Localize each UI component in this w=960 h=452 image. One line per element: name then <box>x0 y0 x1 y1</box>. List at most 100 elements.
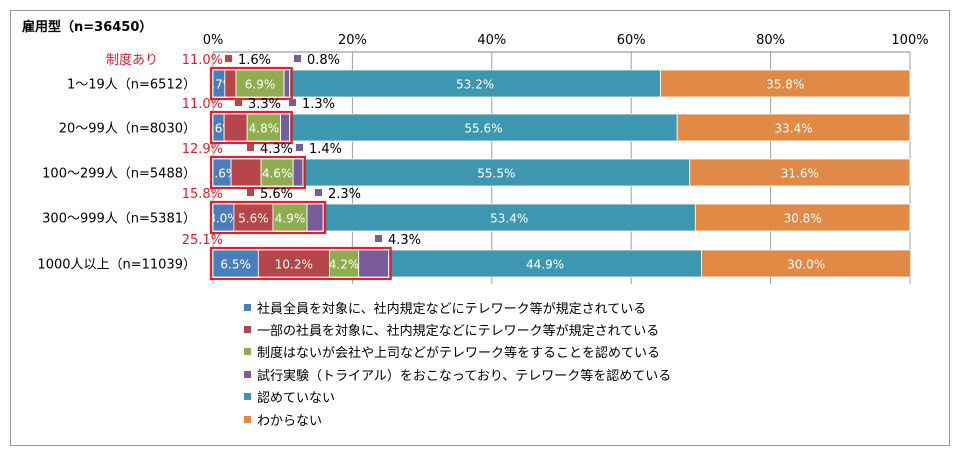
bar-segment <box>660 69 911 98</box>
x-tick-label: 20% <box>338 33 367 48</box>
bar-segment <box>223 113 248 142</box>
callout-label: 5.6% <box>260 187 293 202</box>
system-highlight-box <box>209 66 293 101</box>
data-label: 53.2% <box>456 78 494 92</box>
bar-segment <box>230 158 262 187</box>
data-label: 30.8% <box>784 212 822 226</box>
legend: 社員全員を対象に、社内規定などにテレワーク等が規定されている 一部の社員を対象に、… <box>244 296 671 430</box>
legend-label: 社員全員を対象に、社内規定などにテレワーク等が規定されている <box>257 301 647 317</box>
data-label: 35.8% <box>766 78 804 92</box>
bar-segment <box>224 69 237 98</box>
callout-label: 0.8% <box>307 53 340 68</box>
bar-segment <box>322 203 696 232</box>
system-highlight-box <box>209 110 293 145</box>
data-label: 4.9% <box>275 212 306 226</box>
bar-segment <box>292 158 304 187</box>
data-label: 4.2% <box>329 258 360 272</box>
data-label: 3.0% <box>208 212 239 226</box>
legend-item: わからない <box>244 408 671 430</box>
legend-item: 社員全員を対象に、社内規定などにテレワーク等が規定されている <box>244 296 671 318</box>
x-tick-label: 60% <box>617 33 646 48</box>
system-total-label: 25.1% <box>182 233 223 248</box>
bar-segment <box>289 113 678 142</box>
callout-marker <box>225 55 232 62</box>
callout-marker <box>247 144 254 151</box>
legend-swatch <box>244 303 251 311</box>
data-label: 44.9% <box>526 258 564 272</box>
legend-item: 認めていない <box>244 386 671 408</box>
bar-segment <box>689 158 911 187</box>
category-label: 1～19人（n=6512） <box>67 78 196 93</box>
system-highlight-box <box>209 246 392 281</box>
category-label: 1000人以上（n=11039） <box>37 258 196 273</box>
bar-segment <box>701 249 912 278</box>
bar-segment <box>306 203 324 232</box>
system-highlight-box <box>209 155 307 190</box>
bar-segment <box>302 158 691 187</box>
callout-marker <box>315 189 322 196</box>
callout-label: 4.3% <box>260 142 293 157</box>
x-tick-label: 80% <box>756 33 785 48</box>
x-tick-label: 0% <box>203 33 224 48</box>
callout-label: 1.3% <box>302 97 335 112</box>
bar-segment <box>358 249 390 278</box>
system-label: 制度あり <box>106 52 158 68</box>
legend-label: 一部の社員を対象に、社内規定などにテレワーク等が規定されている <box>257 324 660 340</box>
data-label: 5.6% <box>238 212 269 226</box>
legend-item: 制度はないが会社や上司などがテレワーク等をすることを認めている <box>244 341 671 363</box>
category-label: 20～99人（n=8030） <box>59 122 196 137</box>
system-total-label: 12.9% <box>182 142 223 157</box>
callout-label: 1.4% <box>309 142 342 157</box>
callout-label: 2.3% <box>328 187 361 202</box>
bar-segment <box>388 249 702 278</box>
category-label: 100～299人（n=5488） <box>42 167 196 182</box>
bar-segment <box>280 113 291 142</box>
data-label: 55.6% <box>464 122 502 136</box>
bar-segment <box>272 203 308 232</box>
data-label: 55.5% <box>477 167 515 181</box>
chart-title: 雇用型（n=36450） <box>22 20 153 35</box>
data-label: 6.9% <box>245 78 276 92</box>
system-highlight-box <box>209 200 327 235</box>
bar-segment <box>283 69 291 98</box>
legend-swatch <box>244 348 251 356</box>
callout-marker <box>289 99 296 106</box>
data-label: 6.5% <box>220 258 251 272</box>
system-total-label: 11.0% <box>182 53 223 68</box>
legend-label: 制度はないが会社や上司などがテレワーク等をすることを認めている <box>257 346 661 362</box>
bar-segment <box>676 113 911 142</box>
data-label: 4.8% <box>249 122 280 136</box>
bar-segment <box>212 249 259 278</box>
callout-marker <box>375 235 382 242</box>
data-label: 30.0% <box>787 258 825 272</box>
legend-label: わからない <box>257 413 323 429</box>
category-label: 300～999人（n=5381） <box>42 212 196 227</box>
data-label: 33.4% <box>775 122 813 136</box>
x-tick-label: 40% <box>477 33 506 48</box>
callout-label: 3.3% <box>248 97 281 112</box>
callout-marker <box>296 144 303 151</box>
legend-label: 認めていない <box>257 391 336 407</box>
legend-item: 試行実験（トライアル）をおこなっており、テレワーク等を認めている <box>244 363 671 385</box>
callout-label: 4.3% <box>388 233 421 248</box>
bar-segment <box>246 113 282 142</box>
legend-item: 一部の社員を対象に、社内規定などにテレワーク等が規定されている <box>244 318 671 340</box>
callout-label: 1.6% <box>238 53 271 68</box>
x-tick-label: 100% <box>891 33 928 48</box>
callout-marker <box>235 99 242 106</box>
legend-swatch <box>244 415 251 423</box>
callout-marker <box>294 55 301 62</box>
legend-swatch <box>244 370 251 378</box>
bar-segment <box>257 249 330 278</box>
bar-segment <box>694 203 911 232</box>
data-label: 2.6% <box>207 167 238 181</box>
data-label: 4.6% <box>262 167 293 181</box>
bar-segment <box>233 203 274 232</box>
legend-label: 試行実験（トライアル）をおこなっており、テレワーク等を認めている <box>257 368 672 384</box>
chart-frame <box>10 10 950 446</box>
data-label: 10.2% <box>275 258 313 272</box>
data-label: 31.6% <box>781 167 819 181</box>
legend-swatch <box>244 393 251 401</box>
